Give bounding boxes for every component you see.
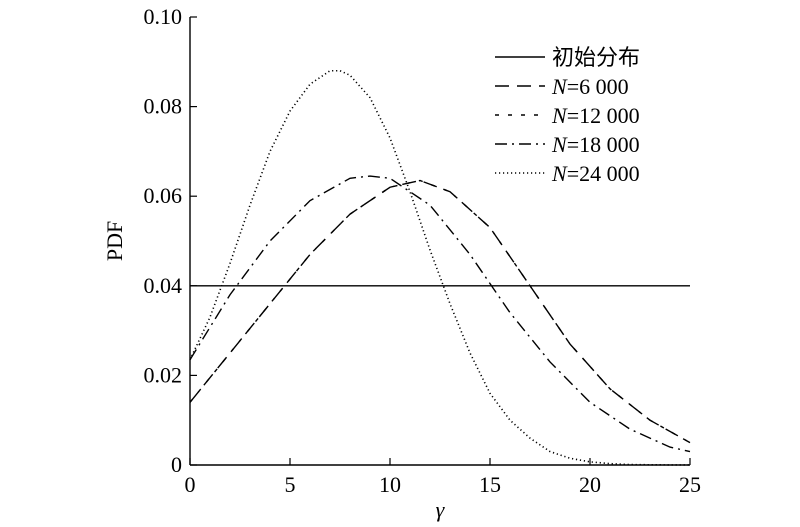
legend-label-3: N=18 000 [551,132,640,157]
x-tick-label: 5 [285,472,296,497]
legend: 初始分布 N=6 000 N=12 000 N=18 000 N=24 000 [495,46,640,186]
series-line-1 [189,179,691,444]
x-tick-label: 10 [379,472,401,497]
x-axis-label: γ [436,497,446,522]
y-axis-label: PDF [102,221,127,261]
legend-label-0: 初始分布 [552,46,640,71]
series-line-4 [189,69,691,466]
y-tick-label: 0.08 [144,94,183,119]
x-tick-label: 20 [579,472,601,497]
legend-label-2: N=12 000 [551,103,640,128]
ticks-group: 0 5 10 15 20 25 0 0.02 0.04 0.06 0.08 0.10 [144,4,702,497]
legend-label-1: N=6 000 [551,74,629,99]
y-tick-label: 0.02 [144,362,183,387]
x-tick-label: 25 [679,472,701,497]
legend-label-4: N=24 000 [551,161,640,186]
y-tick-label: 0.04 [144,273,183,298]
y-tick-label: 0.10 [144,4,183,29]
series-line-3 [189,175,691,453]
y-tick-label: 0.06 [144,183,183,208]
y-tick-label: 0 [171,452,182,477]
x-tick-label: 15 [479,472,501,497]
series-group [189,69,691,466]
axes-group [189,17,690,466]
x-tick-label: 0 [185,472,196,497]
